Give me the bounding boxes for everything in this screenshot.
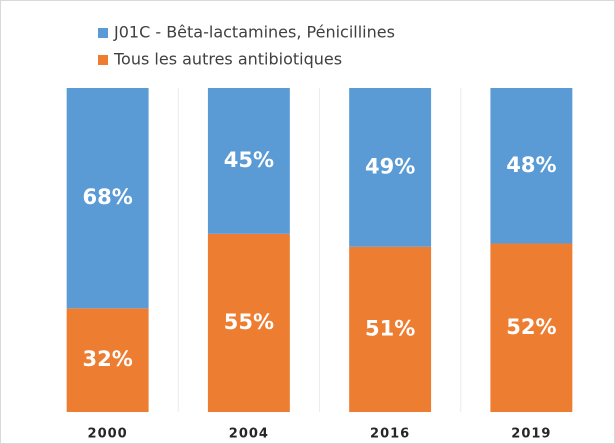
data-label: 45% — [224, 148, 274, 172]
bar-segment — [349, 88, 432, 247]
bar-segment — [207, 88, 290, 234]
data-label: 51% — [365, 316, 415, 340]
data-label: 55% — [224, 310, 274, 334]
x-tick-label: 2016 — [370, 427, 410, 442]
data-label: 32% — [82, 347, 132, 371]
bar-segment — [66, 88, 149, 309]
bar-segment — [349, 246, 432, 412]
x-tick-label: 2000 — [88, 427, 128, 442]
legend-swatch — [98, 55, 108, 65]
data-label: 68% — [82, 185, 132, 209]
x-tick-label: 2019 — [511, 427, 551, 442]
bar-segment — [207, 233, 290, 412]
legend-swatch — [98, 28, 108, 38]
x-tick-label: 2004 — [229, 427, 269, 442]
data-label: 52% — [506, 315, 556, 339]
bar-segment — [66, 308, 149, 412]
bar-segment — [490, 243, 573, 412]
data-label: 48% — [506, 153, 556, 177]
data-label: 49% — [365, 154, 415, 178]
legend-label: Tous les autres antibiotiques — [113, 50, 342, 69]
bar-segment — [490, 88, 573, 244]
legend-label: J01C - Bêta-lactamines, Pénicillines — [113, 23, 395, 42]
